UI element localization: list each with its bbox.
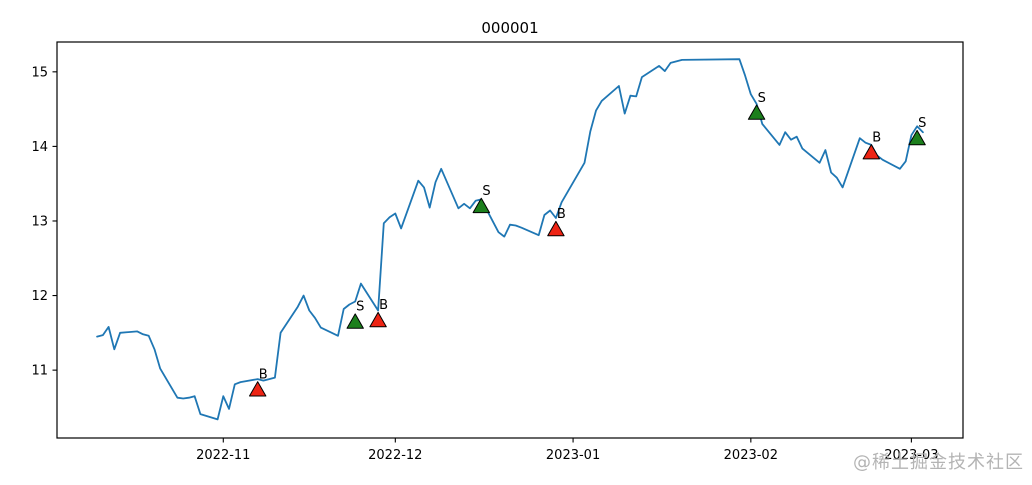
trade-marker-label: S [758,91,766,106]
sell-marker [346,313,364,329]
trade-marker-label: B [259,368,268,383]
buy-marker [862,144,880,160]
y-tick-label: 15 [31,65,48,80]
x-tick-label: 2023-03 [884,448,938,463]
price-line [96,58,924,421]
x-tick-label: 2022-12 [368,448,422,463]
trade-marker-label: S [482,184,490,199]
trade-marker-label: S [918,116,926,131]
trade-marker-label: B [872,130,881,145]
buy-marker [547,220,565,237]
sell-marker [747,104,766,120]
sell-marker [908,129,926,146]
chart-title: 000001 [481,19,539,37]
trade-marker-label: B [379,298,388,313]
y-tick-label: 13 [31,214,48,229]
y-tick-label: 11 [31,364,48,379]
axes-frame [56,41,964,439]
x-tick-label: 2023-02 [724,448,778,463]
sell-marker [472,197,490,214]
trade-marker-label: B [557,207,566,222]
buy-marker [369,311,387,328]
trade-marker-label: S [356,300,364,315]
x-tick-label: 2023-01 [546,448,600,463]
y-tick-label: 12 [31,289,48,304]
x-tick-label: 2022-11 [196,448,250,463]
buy-marker [249,381,267,397]
y-tick-label: 14 [31,140,48,155]
